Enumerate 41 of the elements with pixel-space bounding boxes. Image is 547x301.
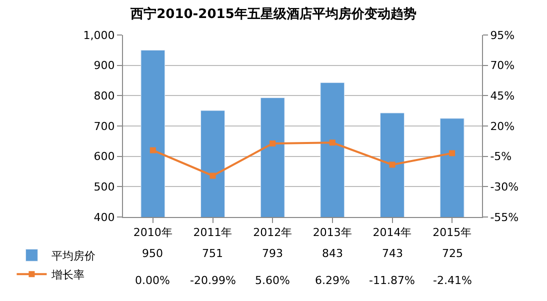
data-label: 6.29% xyxy=(315,274,350,287)
y2-tick-label: 95% xyxy=(490,28,515,42)
point xyxy=(270,140,276,146)
data-label: -20.99% xyxy=(190,274,236,287)
y-tick-label: 500 xyxy=(94,180,115,194)
point xyxy=(389,162,396,168)
data-label: 751 xyxy=(202,247,223,260)
y2-tick-label: -55% xyxy=(490,210,519,224)
point xyxy=(210,172,216,179)
y2-tick-label: 20% xyxy=(490,120,515,133)
y-tick-label: 900 xyxy=(94,59,115,72)
x-tick-label: 2014年 xyxy=(372,226,412,240)
y-tick-label: 600 xyxy=(94,150,115,164)
y2-tick-label: -30% xyxy=(490,180,519,194)
data-label: 0.00% xyxy=(135,274,170,287)
x-tick-label: 2015年 xyxy=(432,226,472,240)
x-tick-label: 2010年 xyxy=(133,226,172,240)
point xyxy=(449,150,456,156)
data-label: 5.60% xyxy=(255,274,290,287)
y-tick-label: 700 xyxy=(94,120,115,133)
y-tick-label: 800 xyxy=(94,90,115,103)
point xyxy=(329,140,336,146)
data-label: 793 xyxy=(262,247,283,260)
data-label: 743 xyxy=(382,247,403,260)
y2-tick-label: 45% xyxy=(490,90,515,103)
y-tick-label: 1,000 xyxy=(83,28,115,42)
data-label: -2.41% xyxy=(433,274,472,287)
data-label: -11.87% xyxy=(369,274,415,287)
x-tick-label: 2012年 xyxy=(253,226,292,240)
x-tick-label: 2013年 xyxy=(312,226,352,240)
point xyxy=(150,147,156,154)
data-label: 725 xyxy=(442,247,463,260)
chart-title: 西宁2010-2015年五星级酒店平均房价变动趋势 xyxy=(130,6,416,22)
y2-tick-label: 70% xyxy=(490,59,515,72)
data-label: 950 xyxy=(142,247,163,260)
x-tick-label: 2011年 xyxy=(193,226,232,240)
legend-label: 平均房价 xyxy=(52,249,96,262)
data-label: 843 xyxy=(322,247,343,260)
y-tick-label: 400 xyxy=(94,210,115,224)
legend-label: 增长率 xyxy=(50,268,85,282)
y2-tick-label: -5% xyxy=(490,150,512,164)
